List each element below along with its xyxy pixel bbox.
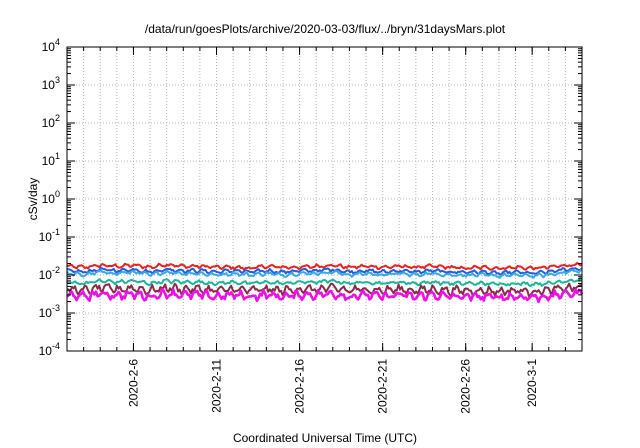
y-tick-label: 10-2: [39, 265, 60, 282]
x-tick-label: 2020-2-16: [293, 359, 307, 414]
y-tick-exponent: -1: [52, 227, 60, 237]
y-tick-exponent: 3: [55, 75, 60, 85]
series-line: [66, 277, 583, 288]
y-tick-base: 10: [39, 268, 53, 282]
series-line: [66, 282, 583, 298]
y-tick-exponent: 1: [55, 151, 60, 161]
y-tick-exponent: -4: [52, 341, 60, 351]
grid: [66, 47, 583, 351]
y-tick-label: 100: [42, 189, 60, 206]
y-tick-base: 10: [39, 344, 53, 358]
y-tick-base: 10: [42, 40, 56, 54]
y-tick-base: 10: [42, 192, 56, 206]
x-tick-label: 2020-3-1: [525, 359, 539, 407]
x-tick-label: 2020-2-11: [210, 359, 224, 413]
y-tick-base: 10: [39, 230, 53, 244]
x-axis-label: Coordinated Universal Time (UTC): [233, 431, 417, 445]
y-tick-exponent: -2: [52, 265, 60, 275]
y-tick-exponent: -3: [52, 303, 60, 313]
x-tick-label: 2020-2-6: [126, 359, 140, 407]
x-tick-label: 2020-2-26: [459, 359, 473, 414]
series-line: [66, 287, 584, 304]
x-tick-label: 2020-2-21: [376, 359, 390, 414]
y-tick-base: 10: [39, 306, 53, 320]
series-line: [66, 268, 583, 279]
y-tick-base: 10: [42, 154, 56, 168]
y-tick-exponent: 0: [55, 189, 60, 199]
y-tick-label: 101: [42, 151, 60, 168]
y-tick-exponent: 2: [55, 113, 60, 123]
y-axis-label: cSv/day: [26, 178, 40, 221]
y-tick-base: 10: [42, 78, 56, 92]
y-tick-label: 103: [42, 75, 60, 92]
y-tick-label: 102: [42, 113, 60, 130]
y-tick-label: 10-1: [39, 227, 60, 244]
y-tick-exponent: 4: [55, 37, 60, 47]
y-tick-label: 10-4: [39, 341, 60, 358]
y-tick-label: 10-3: [39, 303, 60, 320]
series-line: [67, 261, 583, 271]
y-tick-base: 10: [42, 116, 56, 130]
chart-title: /data/run/goesPlots/archive/2020-03-03/f…: [145, 22, 506, 36]
plot-frame: [66, 46, 583, 352]
series-lines: [66, 261, 584, 304]
y-tick-label: 104: [42, 37, 60, 54]
